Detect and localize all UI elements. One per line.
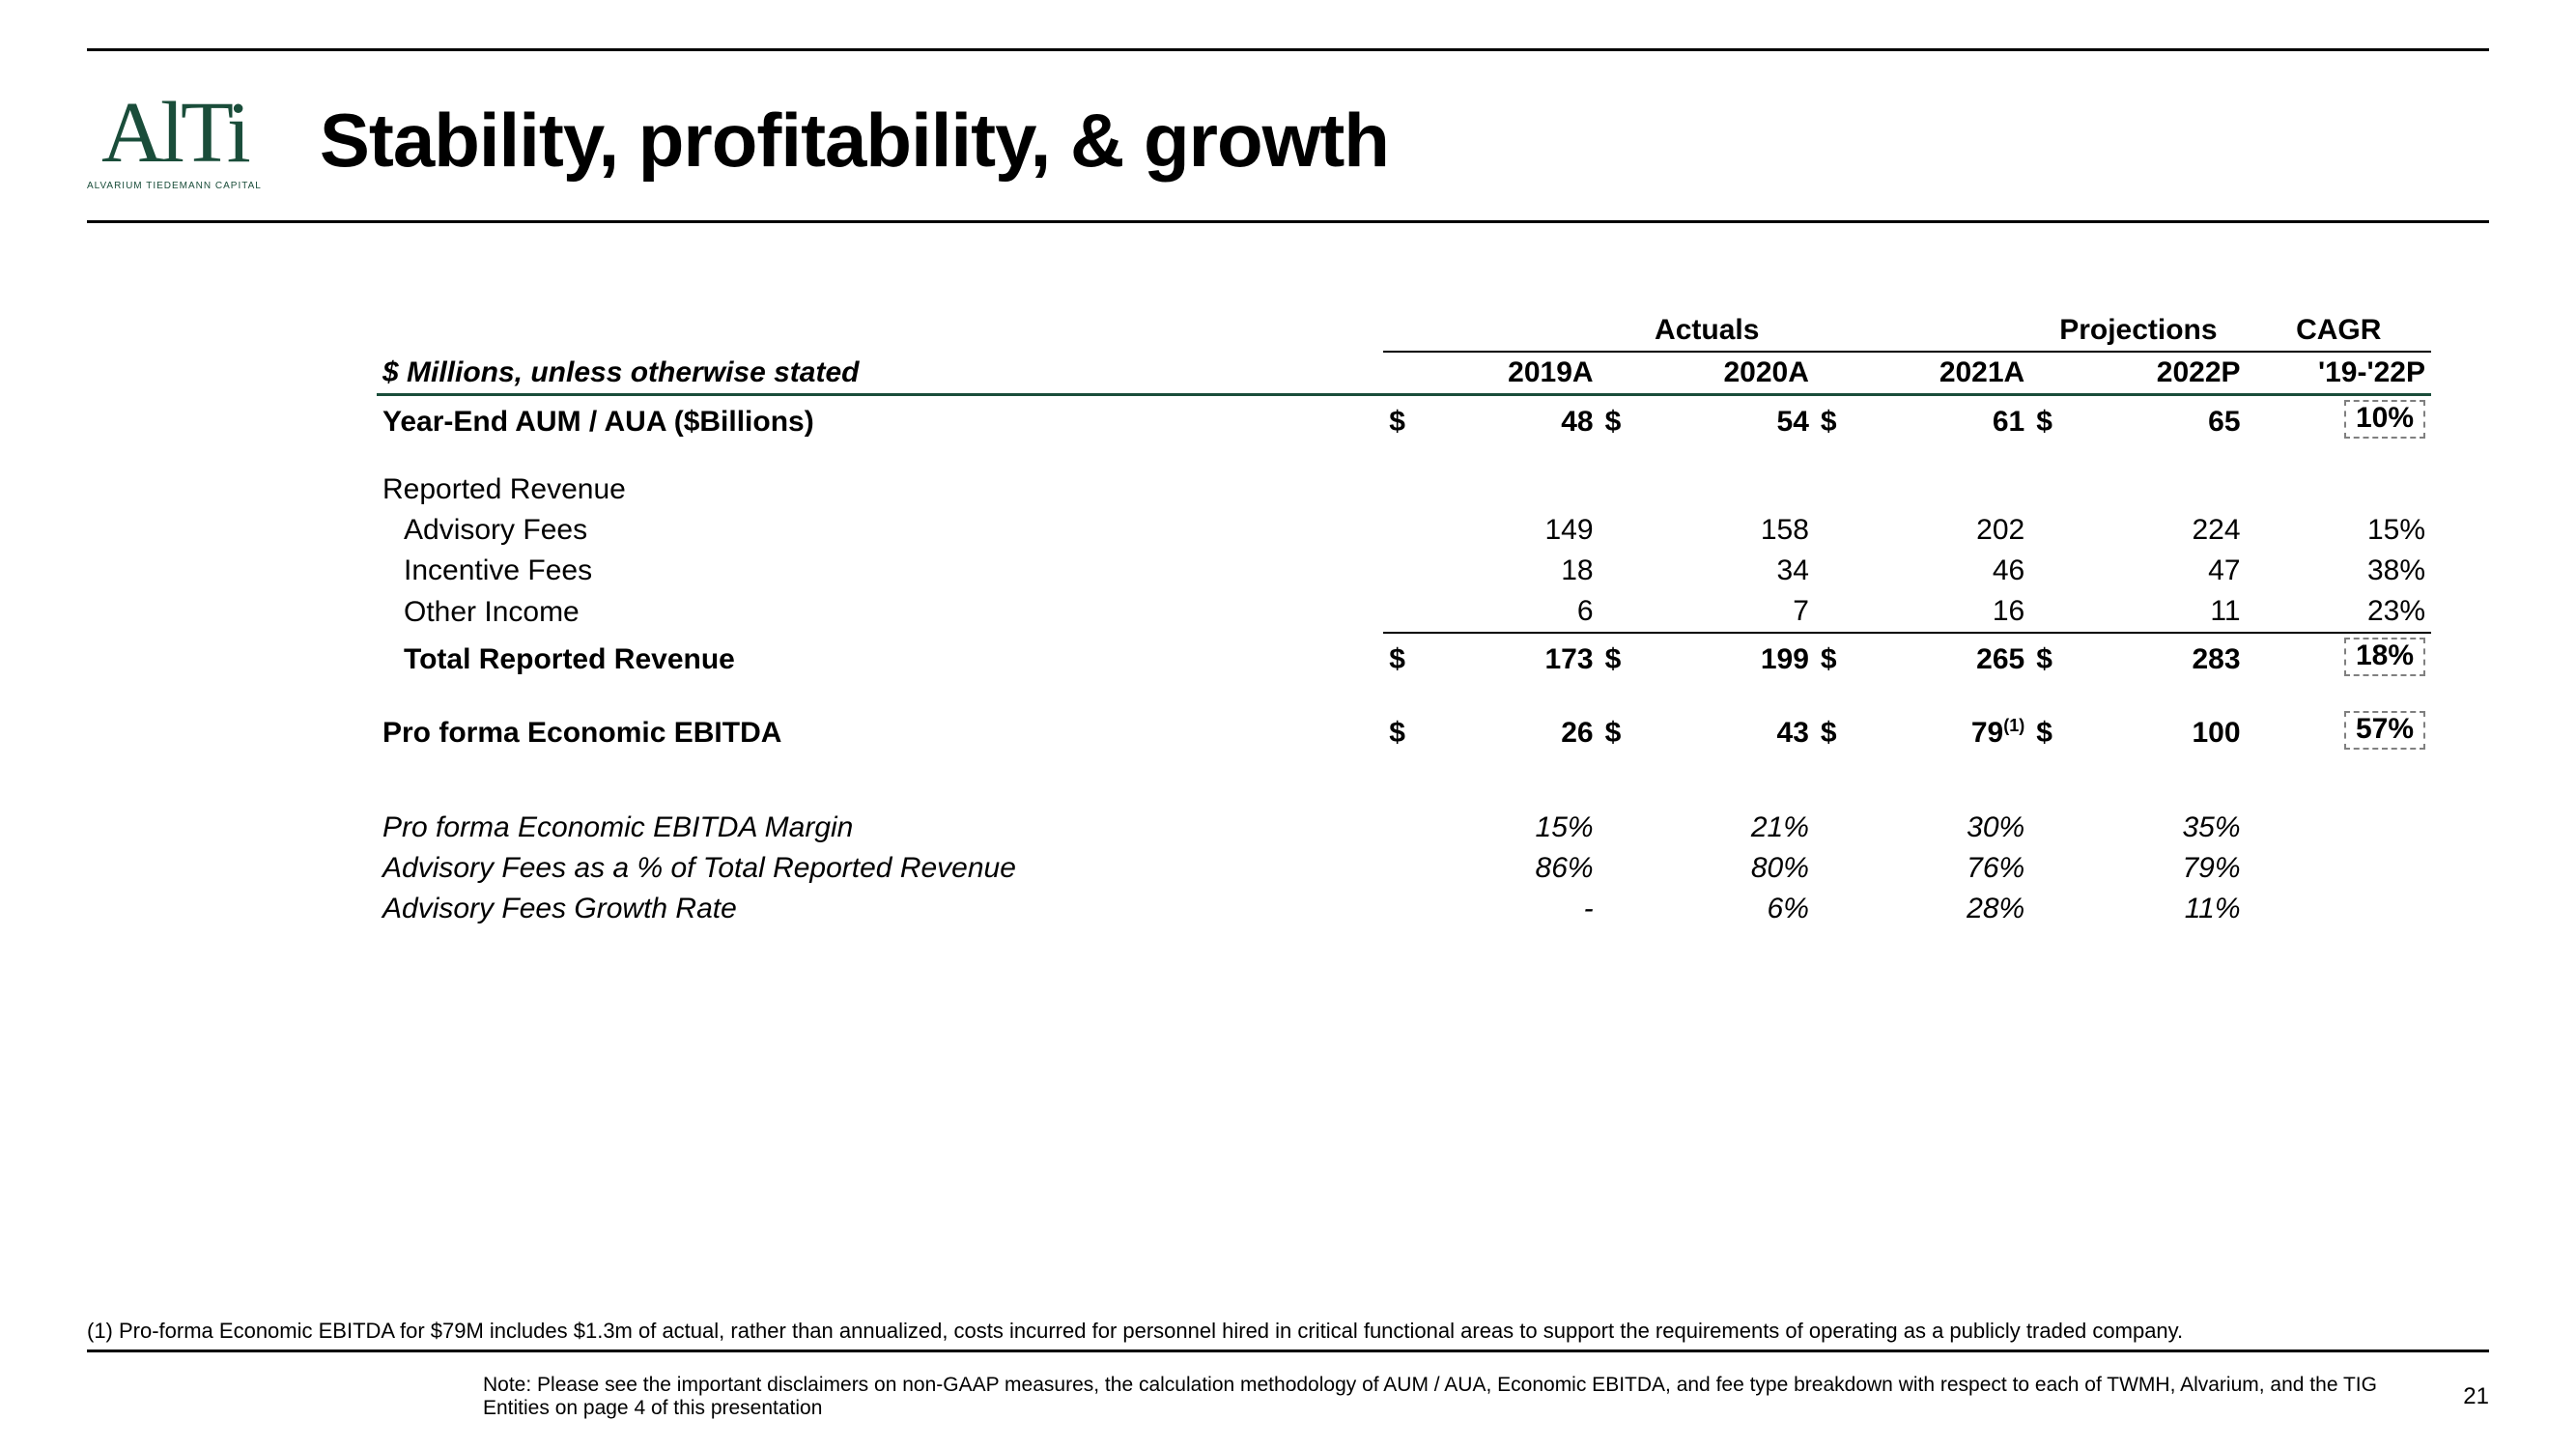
- cell-cagr: 10%: [2247, 395, 2431, 443]
- cell-value: $65: [2030, 395, 2246, 443]
- cell-value: 30%: [1815, 808, 2030, 848]
- col-2019a: 2019A: [1383, 352, 1599, 395]
- header-projections: Projections: [2030, 310, 2246, 352]
- cell-value: $79(1): [1815, 707, 2030, 753]
- cell-value: 149: [1383, 510, 1599, 551]
- col-2020a: 2020A: [1599, 352, 1815, 395]
- cell-label: Total Reported Revenue: [377, 633, 1383, 680]
- table-group-header-row: Actuals Projections CAGR: [377, 310, 2431, 352]
- cell-label: Year-End AUM / AUA ($Billions): [377, 395, 1383, 443]
- cell-label: Reported Revenue: [377, 469, 1383, 510]
- cell-value: $43: [1599, 707, 1815, 753]
- cell-value: 6%: [1599, 889, 1815, 929]
- header-cagr: CAGR: [2247, 310, 2431, 352]
- cell-value: 47: [2030, 551, 2246, 591]
- table-column-header-row: $ Millions, unless otherwise stated 2019…: [377, 352, 2431, 395]
- disclaimer-note: Note: Please see the important disclaime…: [483, 1374, 2402, 1420]
- row-aum: Year-End AUM / AUA ($Billions) $48 $54 $…: [377, 395, 2431, 443]
- cell-cagr: 38%: [2247, 551, 2431, 591]
- col-2022p: 2022P: [2030, 352, 2246, 395]
- cell-value: 11%: [2030, 889, 2246, 929]
- row-ebitda: Pro forma Economic EBITDA $26 $43 $79(1)…: [377, 707, 2431, 753]
- col-2021a: 2021A: [1815, 352, 2030, 395]
- cell-label: Pro forma Economic EBITDA: [377, 707, 1383, 753]
- cell-value: 28%: [1815, 889, 2030, 929]
- cell-value: $54: [1599, 395, 1815, 443]
- cell-cagr: 18%: [2247, 633, 2431, 680]
- cell-value: 16: [1815, 591, 2030, 633]
- cell-value: 35%: [2030, 808, 2246, 848]
- cell-cagr: 15%: [2247, 510, 2431, 551]
- cell-value: 224: [2030, 510, 2246, 551]
- cell-value: 21%: [1599, 808, 1815, 848]
- cell-value: 76%: [1815, 848, 2030, 889]
- cell-value: $100: [2030, 707, 2246, 753]
- cell-value: 158: [1599, 510, 1815, 551]
- header-actuals: Actuals: [1383, 310, 2030, 352]
- title-underline: [87, 220, 2489, 223]
- top-rule: [87, 48, 2489, 51]
- row-other-income: Other Income 6 7 16 11 23%: [377, 591, 2431, 633]
- cell-value: 86%: [1383, 848, 1599, 889]
- header-units-label: $ Millions, unless otherwise stated: [377, 352, 1383, 395]
- row-incentive-fees: Incentive Fees 18 34 46 47 38%: [377, 551, 2431, 591]
- cell-value: 7: [1599, 591, 1815, 633]
- cell-value: -: [1383, 889, 1599, 929]
- financial-table: Actuals Projections CAGR $ Millions, unl…: [377, 310, 2431, 929]
- cell-value: $265: [1815, 633, 2030, 680]
- logo-text: AlTi: [101, 90, 247, 177]
- cell-value: 80%: [1599, 848, 1815, 889]
- cell-label: Incentive Fees: [377, 551, 1383, 591]
- cell-value: $48: [1383, 395, 1599, 443]
- row-reported-revenue-header: Reported Revenue: [377, 469, 2431, 510]
- cell-cagr: 23%: [2247, 591, 2431, 633]
- cell-label: Other Income: [377, 591, 1383, 633]
- page-title: Stability, profitability, & growth: [320, 97, 1389, 185]
- footnote-text: (1) Pro-forma Economic EBITDA for $79M i…: [87, 1319, 2489, 1352]
- logo-subtext: ALVARIUM TIEDEMANN CAPITAL: [87, 181, 262, 191]
- cell-value: 46: [1815, 551, 2030, 591]
- page-number: 21: [2463, 1383, 2489, 1410]
- cell-value: 202: [1815, 510, 2030, 551]
- row-advisory-pct: Advisory Fees as a % of Total Reported R…: [377, 848, 2431, 889]
- cell-value: 34: [1599, 551, 1815, 591]
- cell-value: $283: [2030, 633, 2246, 680]
- cell-value: 18: [1383, 551, 1599, 591]
- row-ebitda-margin: Pro forma Economic EBITDA Margin 15% 21%…: [377, 808, 2431, 848]
- cell-value: 15%: [1383, 808, 1599, 848]
- cell-label: Advisory Fees: [377, 510, 1383, 551]
- row-advisory-fees: Advisory Fees 149 158 202 224 15%: [377, 510, 2431, 551]
- footnote-area: (1) Pro-forma Economic EBITDA for $79M i…: [87, 1319, 2489, 1352]
- logo: AlTi ALVARIUM TIEDEMANN CAPITAL: [87, 90, 262, 191]
- cell-label: Advisory Fees Growth Rate: [377, 889, 1383, 929]
- row-total-revenue: Total Reported Revenue $173 $199 $265 $2…: [377, 633, 2431, 680]
- cell-value: 11: [2030, 591, 2246, 633]
- cell-label: Pro forma Economic EBITDA Margin: [377, 808, 1383, 848]
- cell-value: $61: [1815, 395, 2030, 443]
- cell-value: $26: [1383, 707, 1599, 753]
- cell-value: $199: [1599, 633, 1815, 680]
- cell-value: 79%: [2030, 848, 2246, 889]
- col-cagr: '19-'22P: [2247, 352, 2431, 395]
- cell-label: Advisory Fees as a % of Total Reported R…: [377, 848, 1383, 889]
- header-row: AlTi ALVARIUM TIEDEMANN CAPITAL Stabilit…: [87, 90, 2489, 191]
- row-advisory-growth: Advisory Fees Growth Rate - 6% 28% 11%: [377, 889, 2431, 929]
- cell-value: $173: [1383, 633, 1599, 680]
- cell-value: 6: [1383, 591, 1599, 633]
- cell-cagr: 57%: [2247, 707, 2431, 753]
